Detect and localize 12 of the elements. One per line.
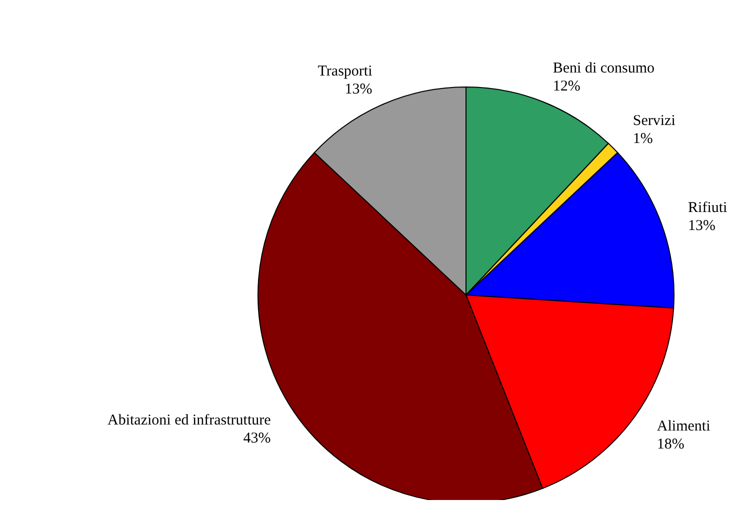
slice-label: Abitazioni ed infrastrutture	[108, 412, 272, 429]
slice-label: Beni di consumo	[552, 60, 655, 77]
slice-label: Alimenti	[656, 418, 710, 435]
slice-label: Trasporti	[318, 63, 372, 80]
slice-label: Rifiuti	[688, 200, 728, 216]
data-label: 13%	[688, 218, 716, 234]
slice-label: Servizi	[632, 113, 676, 130]
data-label: 43%	[243, 430, 271, 447]
data-label: 18%	[656, 436, 684, 453]
data-label: 12%	[552, 78, 580, 95]
data-label: 13%	[344, 81, 372, 98]
data-label: 1%	[632, 131, 653, 148]
